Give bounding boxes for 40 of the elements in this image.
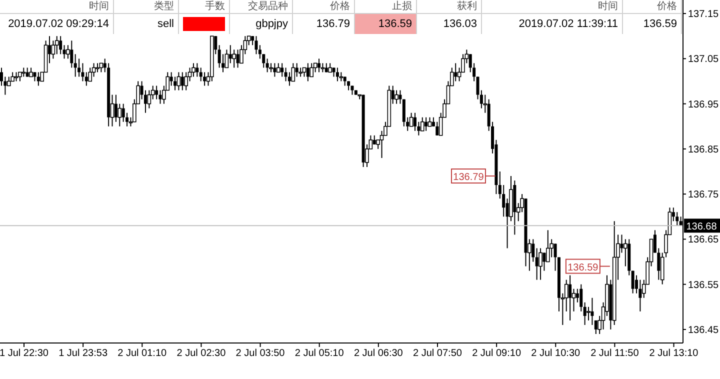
x-tick-label: 2 Jul 09:10 bbox=[472, 348, 522, 360]
annotation: sell bbox=[114, 14, 179, 34]
annotation: 获利 bbox=[417, 0, 482, 13]
annotation: 136.03 bbox=[417, 14, 482, 34]
ref-line-label: 136.68 bbox=[686, 222, 718, 233]
annotation: 类型 bbox=[114, 0, 179, 13]
annotation: 136.79 bbox=[293, 14, 355, 34]
y-tick-label: 136.65 bbox=[688, 234, 720, 246]
x-tick-label: 2 Jul 11:50 bbox=[590, 348, 640, 360]
annotation: 2019.07.02 09:29:14 bbox=[0, 14, 114, 34]
x-tick-label: 2 Jul 01:10 bbox=[118, 348, 168, 360]
annotation: 136.59 bbox=[355, 14, 417, 34]
x-tick-label: 1 Jul 22:30 bbox=[0, 348, 49, 360]
y-tick-label: 136.85 bbox=[688, 144, 720, 156]
x-tick-label: 2 Jul 13:10 bbox=[649, 348, 699, 360]
annotation: 时间 bbox=[482, 0, 623, 13]
annotation: 止损 bbox=[355, 0, 417, 13]
annotation: 136.79 bbox=[453, 172, 484, 184]
annotation: 时间 bbox=[0, 0, 114, 13]
x-tick-label: 1 Jul 23:53 bbox=[58, 348, 108, 360]
annotation: 2019.07.02 11:39:11 bbox=[482, 14, 623, 34]
x-tick-label: 2 Jul 02:30 bbox=[176, 348, 226, 360]
annotation: 手数 bbox=[179, 0, 230, 13]
annotation: 136.59 bbox=[568, 262, 599, 274]
y-tick-label: 136.75 bbox=[688, 190, 720, 201]
annotation: gbpjpy bbox=[230, 14, 293, 34]
annotation: 136.59 bbox=[623, 14, 682, 34]
x-tick-label: 2 Jul 03:50 bbox=[236, 348, 286, 360]
annotation: 价格 bbox=[293, 0, 355, 13]
y-tick-label: 137.05 bbox=[688, 54, 720, 66]
annotation: 交易品种 bbox=[230, 0, 293, 13]
x-tick-label: 2 Jul 05:10 bbox=[294, 348, 344, 360]
x-tick-label: 2 Jul 07:50 bbox=[413, 348, 462, 360]
y-tick-label: 136.95 bbox=[688, 99, 720, 110]
y-tick-label: 136.45 bbox=[688, 325, 720, 336]
x-tick-label: 2 Jul 06:30 bbox=[354, 348, 404, 360]
y-tick-label: 136.55 bbox=[688, 280, 720, 291]
y-tick-label: 137.15 bbox=[688, 9, 720, 20]
annotation: 价格 bbox=[623, 0, 682, 13]
x-tick-label: 2 Jul 10:30 bbox=[531, 348, 581, 360]
